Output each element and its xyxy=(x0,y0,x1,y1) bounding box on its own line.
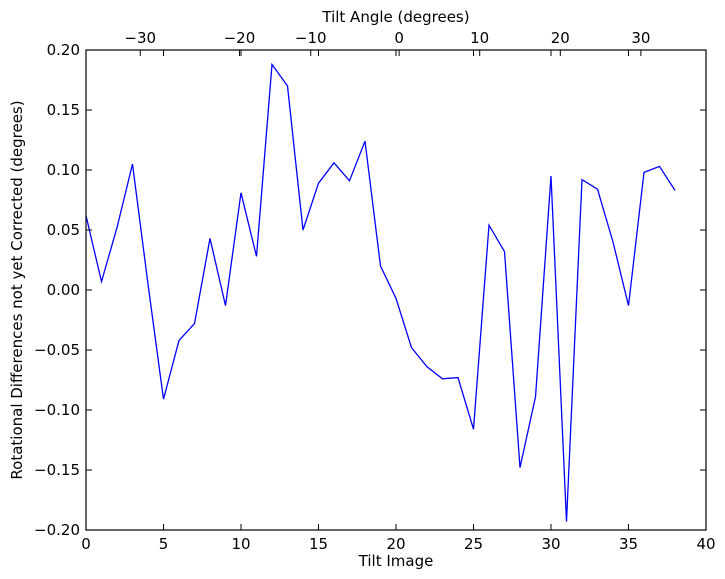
x-tick-label: 0 xyxy=(81,535,91,553)
top-tick-label: 10 xyxy=(470,29,489,47)
chart-axes: 0 5 10 15 20 25 30 35 40 −0.20 −0.15 −0.10 −0.05 0.00… xyxy=(34,29,716,553)
y-tick-label: 0.15 xyxy=(47,101,80,119)
x-tick-label: 40 xyxy=(696,535,715,553)
x-tick-label: 25 xyxy=(464,535,483,553)
plot-frame xyxy=(85,49,707,531)
x-tick-label: 35 xyxy=(619,535,638,553)
x-axis-label: Tilt Image xyxy=(358,552,434,570)
top-tick-label: −10 xyxy=(295,29,327,47)
y-tick-label: 0.05 xyxy=(47,221,80,239)
x-tick-label: 15 xyxy=(309,535,328,553)
x-tick-label: 20 xyxy=(386,535,405,553)
top-axis-label: Tilt Angle (degrees) xyxy=(321,8,469,26)
x-tick-label: 10 xyxy=(231,535,250,553)
y-tick-label: 0.10 xyxy=(47,161,80,179)
x-tick-label: 5 xyxy=(159,535,169,553)
y-tick-label: −0.10 xyxy=(34,401,80,419)
y-tick-label: −0.05 xyxy=(34,341,80,359)
top-tick-label: 0 xyxy=(394,29,404,47)
y-tick-label: −0.20 xyxy=(34,521,80,539)
top-tick-label: −30 xyxy=(124,29,156,47)
series-line xyxy=(85,62,676,522)
y-tick-label: 0.20 xyxy=(47,41,80,59)
x-tick-label: 30 xyxy=(541,535,560,553)
top-tick-label: −20 xyxy=(224,29,256,47)
y-tick-label: −0.15 xyxy=(34,461,80,479)
chart-marks xyxy=(85,62,676,522)
y-axis-label: Rotational Differences not yet Corrected… xyxy=(8,100,26,479)
top-tick-label: 20 xyxy=(551,29,570,47)
top-tick-label: 30 xyxy=(631,29,650,47)
y-tick-label: 0.00 xyxy=(47,281,80,299)
